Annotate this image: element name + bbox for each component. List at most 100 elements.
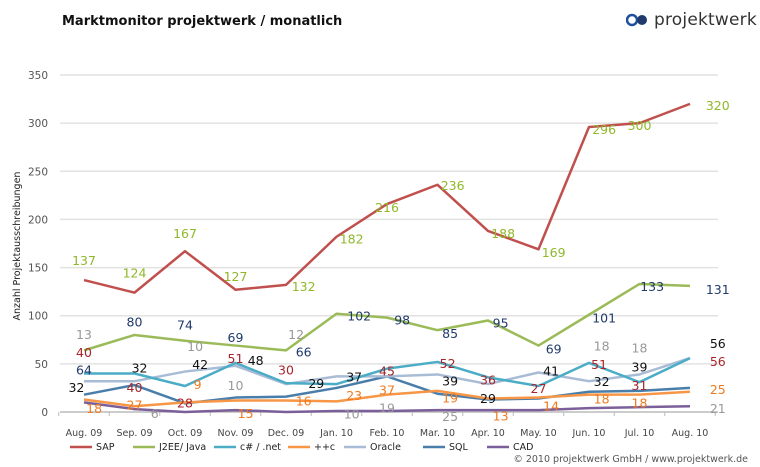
- data-label: 25: [442, 409, 458, 424]
- data-label: 39: [632, 359, 648, 374]
- data-label: 15: [238, 406, 254, 421]
- data-label: 40: [76, 345, 92, 360]
- data-label: 18: [594, 339, 610, 354]
- data-label: 51: [228, 351, 244, 366]
- data-label: 30: [278, 363, 294, 378]
- data-label: 132: [292, 279, 316, 294]
- y-tick-label: 150: [28, 263, 48, 275]
- data-label: 74: [177, 317, 193, 332]
- data-label: 19: [379, 401, 395, 416]
- data-label: 124: [123, 265, 147, 280]
- data-label: 18: [594, 392, 610, 407]
- data-label: 28: [177, 395, 193, 410]
- x-tick-label: Jun. 10: [572, 428, 606, 439]
- data-label: 169: [542, 245, 566, 260]
- data-label: 10: [187, 339, 203, 354]
- data-label: 13: [76, 327, 92, 342]
- y-axis-label: Anzahl Projektausschreibungen: [12, 172, 23, 321]
- data-label: 40: [127, 380, 143, 395]
- data-label: 66: [296, 344, 312, 359]
- data-label: 21: [710, 401, 726, 416]
- data-label: 98: [394, 313, 410, 328]
- data-label: 41: [543, 363, 559, 378]
- data-label: 27: [531, 381, 547, 396]
- y-tick-label: 50: [35, 359, 48, 371]
- data-label: 25: [710, 382, 726, 397]
- data-label: 37: [379, 382, 395, 397]
- data-label: 95: [493, 315, 509, 330]
- x-tick-label: Nov. 09: [218, 428, 254, 439]
- data-label: 56: [710, 354, 726, 369]
- data-label: 13: [493, 408, 509, 423]
- legend-label: CAD: [513, 442, 533, 453]
- data-label: 31: [632, 378, 648, 393]
- data-label: 69: [546, 341, 562, 356]
- x-tick-label: Aug. 10: [672, 428, 709, 439]
- data-label: 51: [591, 357, 607, 372]
- data-label: 131: [706, 282, 730, 297]
- data-label: 27: [127, 398, 143, 413]
- data-label: 6: [151, 406, 159, 421]
- x-tick-label: Feb. 10: [370, 428, 405, 439]
- data-label: 182: [340, 232, 364, 247]
- data-label: 18: [86, 401, 102, 416]
- legend-label: Oracle: [370, 442, 401, 453]
- data-label: 18: [632, 396, 648, 411]
- data-label: 42: [192, 357, 208, 372]
- y-tick-label: 200: [28, 214, 48, 226]
- x-tick-label: May. 10: [520, 428, 556, 439]
- data-label: 216: [375, 200, 399, 215]
- data-label: 69: [228, 330, 244, 345]
- data-label: 85: [442, 326, 458, 341]
- series-line-j2ee-java: [83, 282, 691, 352]
- data-label: 36: [480, 372, 496, 387]
- data-label: 52: [440, 356, 456, 371]
- x-tick-label: Apr. 10: [471, 428, 505, 439]
- x-tick-label: Oct. 09: [168, 428, 203, 439]
- data-label: 16: [296, 393, 312, 408]
- series-line-cad: [83, 401, 691, 414]
- data-label: 10: [228, 378, 244, 393]
- data-label: 32: [594, 374, 610, 389]
- x-tick-label: Sep. 09: [116, 428, 152, 439]
- data-label: 48: [248, 353, 264, 368]
- data-label: 12: [288, 327, 304, 342]
- series-line--c: [83, 389, 691, 408]
- legend-label: ++c: [314, 442, 335, 453]
- data-label: 102: [347, 309, 371, 324]
- series-line-sap: [83, 102, 691, 294]
- copyright-footer: © 2010 projektwerk GmbH / www.projektwer…: [513, 454, 748, 465]
- data-label: 29: [308, 376, 324, 391]
- data-label: 300: [628, 118, 652, 133]
- data-label: 56: [710, 336, 726, 351]
- legend-label: SAP: [96, 442, 115, 453]
- data-label: 320: [706, 98, 730, 113]
- legend-label: SQL: [449, 442, 469, 453]
- x-tick-label: Jul. 10: [624, 428, 655, 439]
- data-label: 101: [592, 311, 616, 326]
- data-label: 9: [194, 377, 202, 392]
- data-label: 167: [173, 226, 197, 241]
- data-label: 32: [132, 361, 148, 376]
- data-label: 188: [491, 226, 515, 241]
- data-label: 18: [632, 341, 648, 356]
- x-tick-label: Mar. 10: [420, 428, 455, 439]
- data-label: 14: [543, 398, 559, 413]
- data-label: 236: [441, 178, 465, 193]
- logo: projektwerk: [626, 10, 757, 30]
- data-label: 37: [346, 369, 362, 384]
- y-tick-label: 0: [41, 407, 48, 419]
- series-line-c-net: [84, 356, 691, 388]
- data-label: 137: [72, 253, 96, 268]
- data-label: 127: [224, 269, 248, 284]
- y-tick-label: 350: [28, 70, 48, 82]
- data-label: 80: [127, 314, 143, 329]
- data-label: 45: [379, 364, 395, 379]
- data-label: 10: [344, 406, 360, 421]
- y-tick-label: 100: [28, 311, 48, 323]
- y-tick-label: 300: [28, 118, 48, 130]
- x-tick-label: Dec. 09: [268, 428, 305, 439]
- x-tick-label: Aug. 09: [66, 428, 103, 439]
- data-label: 296: [592, 122, 616, 137]
